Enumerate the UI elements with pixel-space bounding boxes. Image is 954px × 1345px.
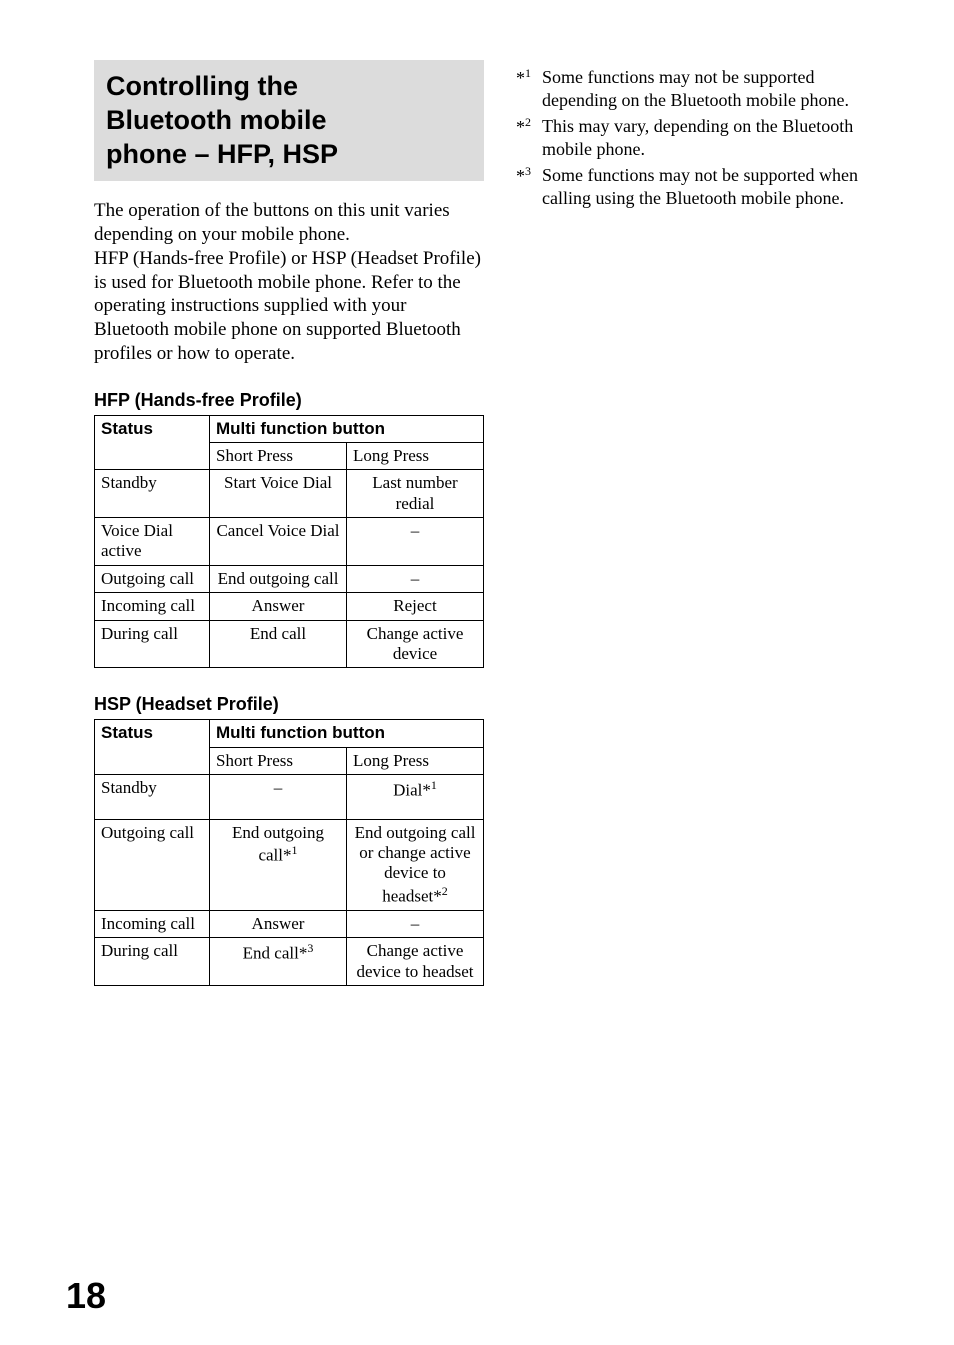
page-number: 18 [66,1275,106,1317]
hfp-heading: HFP (Hands-free Profile) [94,390,484,411]
table-row: Standby Start Voice Dial Last number red… [95,470,484,518]
cell-short: End outgoing call [210,565,347,592]
cell-short-pre: End outgoing call* [232,823,324,865]
col-header-mfb: Multi function button [210,720,484,747]
cell-status: Standby [95,470,210,518]
table-row: Outgoing call End outgoing call*1 End ou… [95,819,484,910]
subheader-long: Long Press [347,442,484,469]
cell-long-pre: End outgoing call or change active devic… [355,823,476,906]
cell-long: Dial*1 [347,775,484,819]
cell-short: – [210,775,347,819]
subheader-long: Long Press [347,747,484,774]
footnote: *3 Some functions may not be supported w… [516,164,882,209]
title-line1: Controlling the [106,71,298,101]
cell-short: Cancel Voice Dial [210,518,347,566]
footnote-mark: *1 [516,66,542,111]
footnote-text: Some functions may not be supported when… [542,164,882,209]
footnote-mark: *3 [516,164,542,209]
cell-long: – [347,565,484,592]
status-empty [95,442,210,469]
cell-status: During call [95,938,210,986]
footnote-mark: *2 [516,115,542,160]
table-row: During call End call Change active devic… [95,620,484,668]
status-empty [95,747,210,774]
cell-long-pre: Dial* [393,781,431,800]
table-row: Incoming call Answer – [95,910,484,937]
content-columns: Controlling the Bluetooth mobile phone –… [94,60,882,1012]
subheader-short: Short Press [210,747,347,774]
footnote: *1 Some functions may not be supported d… [516,66,882,111]
table-row: Voice Dial active Cancel Voice Dial – [95,518,484,566]
cell-long: Change active device [347,620,484,668]
cell-long: End outgoing call or change active devic… [347,819,484,910]
right-column: *1 Some functions may not be supported d… [516,60,882,1012]
col-header-mfb: Multi function button [210,415,484,442]
left-column: Controlling the Bluetooth mobile phone –… [94,60,484,1012]
table-header-row: Status Multi function button [95,415,484,442]
footnote: *2 This may vary, depending on the Bluet… [516,115,882,160]
cell-status: Outgoing call [95,819,210,910]
footnote-text: Some functions may not be supported depe… [542,66,882,111]
col-header-status: Status [95,720,210,747]
cell-short-pre: End call* [243,944,308,963]
table-row: Short Press Long Press [95,442,484,469]
col-header-status: Status [95,415,210,442]
cell-status: Outgoing call [95,565,210,592]
hsp-table: Status Multi function button Short Press… [94,719,484,986]
table-row: Outgoing call End outgoing call – [95,565,484,592]
cell-short: End call*3 [210,938,347,986]
subheader-short: Short Press [210,442,347,469]
table-row: Short Press Long Press [95,747,484,774]
table-header-row: Status Multi function button [95,720,484,747]
title-box: Controlling the Bluetooth mobile phone –… [94,60,484,181]
cell-long: Change active device to headset [347,938,484,986]
table-row: During call End call*3 Change active dev… [95,938,484,986]
title-line3: phone – HFP, HSP [106,139,338,169]
cell-status: Voice Dial active [95,518,210,566]
intro-paragraph: The operation of the buttons on this uni… [94,199,484,365]
cell-long: Reject [347,593,484,620]
table-row: Standby – Dial*1 [95,775,484,819]
page-title: Controlling the Bluetooth mobile phone –… [106,70,472,171]
footnote-text: This may vary, depending on the Bluetoot… [542,115,882,160]
cell-status: Standby [95,775,210,819]
table-row: Incoming call Answer Reject [95,593,484,620]
cell-status: Incoming call [95,593,210,620]
cell-long: – [347,518,484,566]
title-line2: Bluetooth mobile [106,105,326,135]
cell-short: End call [210,620,347,668]
cell-short: End outgoing call*1 [210,819,347,910]
hfp-table: Status Multi function button Short Press… [94,415,484,669]
hsp-heading: HSP (Headset Profile) [94,694,484,715]
footnotes: *1 Some functions may not be supported d… [516,66,882,209]
cell-short-sup: 1 [292,843,298,857]
cell-long-sup: 1 [431,778,437,792]
cell-short: Answer [210,593,347,620]
cell-status: Incoming call [95,910,210,937]
cell-long-sup: 2 [442,884,448,898]
cell-short-sup: 3 [307,941,313,955]
cell-status: During call [95,620,210,668]
cell-long: – [347,910,484,937]
cell-short: Answer [210,910,347,937]
cell-short: Start Voice Dial [210,470,347,518]
cell-long: Last number redial [347,470,484,518]
